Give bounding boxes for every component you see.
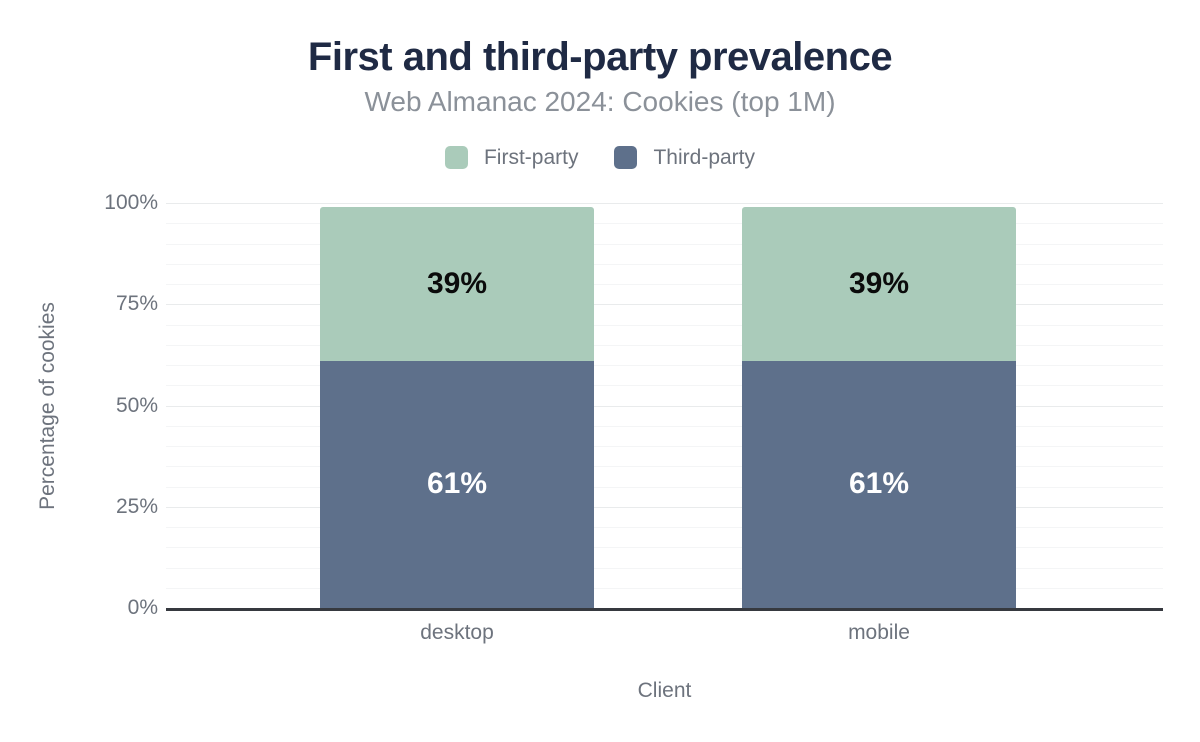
gridline-minor: [166, 487, 1163, 488]
chart-title: First and third-party prevalence: [307, 35, 893, 79]
y-tick-label-0: 0%: [127, 596, 158, 619]
y-axis-title: Percentage of cookies: [36, 302, 59, 510]
gridline-minor: [166, 345, 1163, 346]
gridline-minor: [166, 446, 1163, 447]
gridline-minor: [166, 547, 1163, 548]
gridline-minor: [166, 223, 1163, 224]
bar-value-label-desktop-third-party: 61%: [426, 467, 488, 500]
bar-mobile-third-party[interactable]: [742, 361, 1016, 608]
legend-swatch-first-party: [444, 145, 468, 169]
y-tick-label-25: 25%: [115, 495, 158, 518]
x-axis-title: Client: [637, 679, 692, 702]
bar-value-label-mobile-third-party: 61%: [848, 467, 910, 500]
gridline-minor: [166, 588, 1163, 589]
gridline-minor: [166, 466, 1163, 467]
gridline-minor: [166, 264, 1163, 265]
bar-desktop-third-party[interactable]: [320, 361, 594, 608]
gridline-minor: [166, 568, 1163, 569]
bar-mobile-first-party[interactable]: [742, 207, 1016, 361]
x-axis-line: [166, 608, 1163, 611]
gridline-major: [166, 304, 1163, 305]
gridline-major: [166, 406, 1163, 407]
gridline-minor: [166, 284, 1163, 285]
legend-swatch-third-party: [614, 145, 638, 169]
bar-value-label-desktop-first-party: 39%: [426, 267, 488, 300]
gridline-minor: [166, 365, 1163, 366]
bar-desktop-first-party[interactable]: [320, 207, 594, 361]
y-tick-label-75: 75%: [115, 292, 158, 315]
gridline-minor: [166, 385, 1163, 386]
legend-item-third-party[interactable]: Third-party: [614, 145, 756, 169]
gridline-minor: [166, 325, 1163, 326]
legend-label: Third-party: [653, 145, 756, 169]
gridline-major: [166, 507, 1163, 508]
legend-item-first-party[interactable]: First-party: [444, 145, 579, 169]
gridline-minor: [166, 527, 1163, 528]
gridline-minor: [166, 426, 1163, 427]
gridline-major: [166, 203, 1163, 204]
x-tick-label-desktop: desktop: [420, 621, 494, 644]
chart-subtitle: Web Almanac 2024: Cookies (top 1M): [364, 86, 836, 117]
bar-value-label-mobile-first-party: 39%: [848, 267, 910, 300]
gridline-minor: [166, 244, 1163, 245]
y-tick-label-100: 100%: [104, 191, 158, 214]
legend: First-party Third-party: [0, 144, 1200, 170]
x-tick-label-mobile: mobile: [848, 621, 910, 644]
legend-label: First-party: [483, 145, 579, 169]
y-tick-label-50: 50%: [115, 394, 158, 417]
